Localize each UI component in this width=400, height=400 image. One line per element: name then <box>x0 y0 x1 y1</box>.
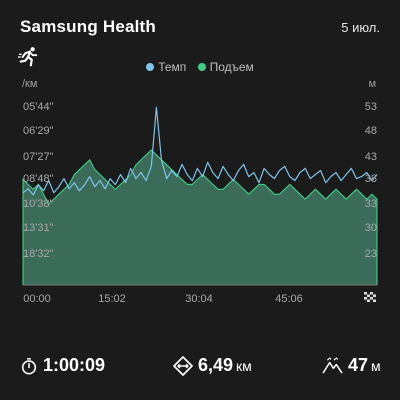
x-tick: 45:06 <box>275 293 303 305</box>
stopwatch-icon <box>21 357 37 374</box>
app-title: Samsung Health <box>20 17 156 36</box>
legend-pace-dot <box>146 63 155 71</box>
x-tick: 30:04 <box>185 293 213 305</box>
elevation-stat: 47 м <box>322 355 381 376</box>
legend-elevation-dot <box>197 63 206 71</box>
y-left-tick: 13'31" <box>23 222 54 234</box>
workout-date: 5 июл. <box>341 20 380 35</box>
distance-value: 6,49 <box>198 355 234 375</box>
elevation-area <box>22 149 378 286</box>
left-axis-unit: /км <box>22 78 38 90</box>
y-left-tick: 06'29" <box>23 125 54 137</box>
duration-value: 1:00:09 <box>43 355 106 375</box>
legend-pace: Темп <box>146 60 186 74</box>
elevation-value: 47 <box>348 355 369 375</box>
y-left-tick: 07'27" <box>23 151 54 163</box>
distance-unit: км <box>236 357 252 374</box>
pace-elevation-chart[interactable]: 05'44" 06'29" 07'27" 08'48" 10'38" 13'31" 18'3… <box>0 0 400 320</box>
y-right-tick: 38 <box>365 173 377 185</box>
right-axis-unit: м <box>368 78 376 90</box>
workout-stats: 1:00:09 6,49 км 47 м <box>0 355 400 385</box>
y-left-tick: 08'48" <box>23 173 54 185</box>
distance-icon <box>173 355 193 376</box>
running-icon <box>18 47 38 67</box>
y-right-tick: 23 <box>365 248 377 260</box>
x-tick: 00:00 <box>23 293 51 305</box>
y-left-tick: 10'38" <box>23 198 54 210</box>
elevation-unit: м <box>371 357 381 374</box>
y-left-tick: 05'44" <box>23 101 54 113</box>
legend-elevation: Подъем <box>197 60 254 74</box>
y-right-tick: 48 <box>365 125 377 137</box>
distance-stat: 6,49 км <box>173 355 252 376</box>
finish-flag-icon <box>364 292 376 302</box>
header: Samsung Health 5 июл. <box>20 17 380 41</box>
chart-legend: Темп Подъем <box>0 60 400 74</box>
duration-stat: 1:00:09 <box>20 355 105 376</box>
x-tick: 15:02 <box>98 293 126 305</box>
pace-line <box>22 106 378 196</box>
y-right-tick: 33 <box>365 198 377 210</box>
legend-pace-label: Темп <box>158 60 187 74</box>
y-right-tick: 53 <box>365 101 377 113</box>
y-right-tick: 43 <box>365 151 377 163</box>
y-right-tick: 30 <box>365 222 377 234</box>
legend-elevation-label: Подъем <box>209 60 254 74</box>
y-left-tick: 18'32" <box>23 248 54 260</box>
elevation-icon <box>322 357 343 374</box>
